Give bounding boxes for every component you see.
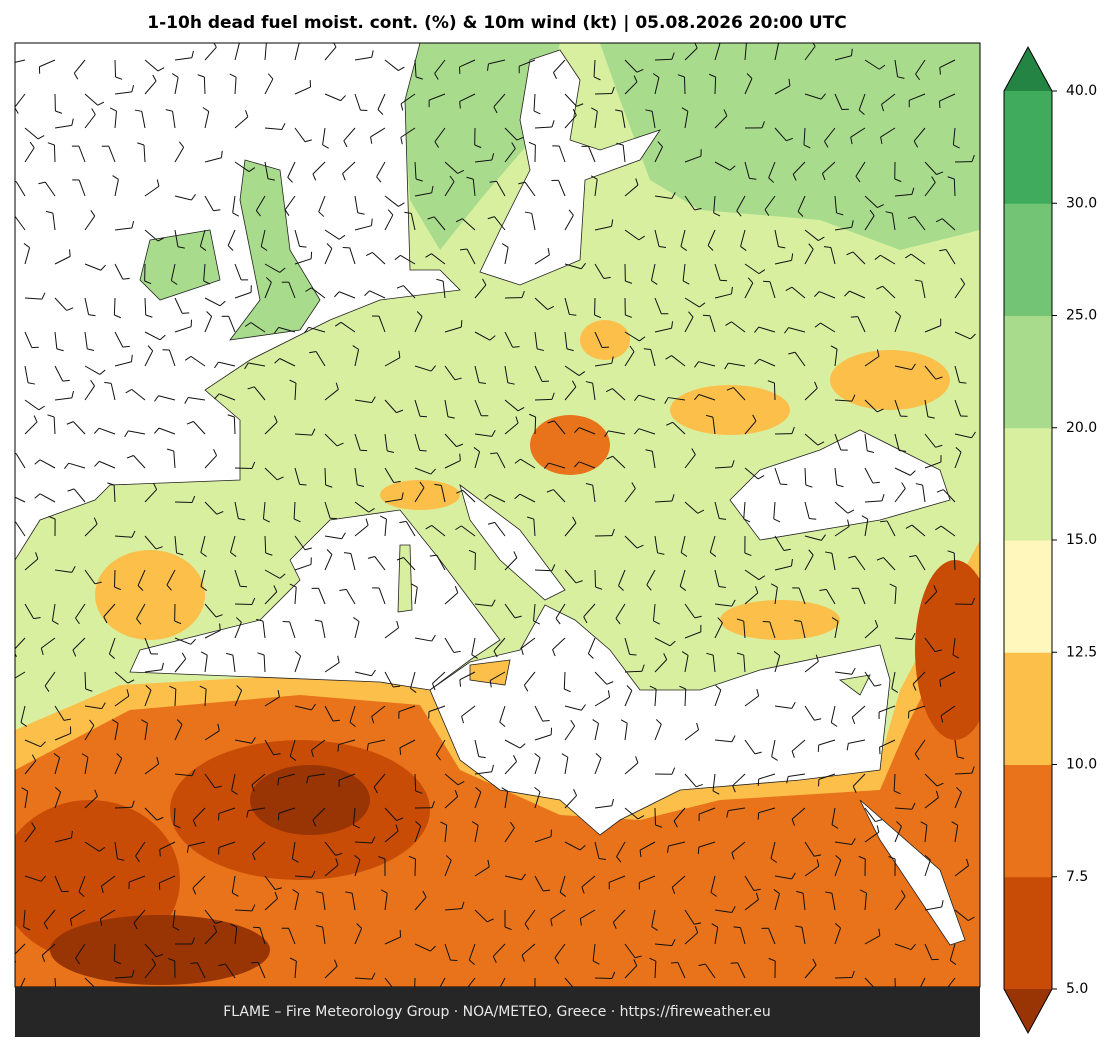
colorbar-segment — [1004, 316, 1052, 429]
footer: FLAME – Fire Meteorology Group · NOA/MET… — [223, 1004, 771, 1020]
colorbar-tick-label: 25.0 — [1066, 308, 1097, 324]
colorbar-tick-label: 10.0 — [1066, 757, 1097, 773]
island — [398, 545, 412, 612]
colorbar-segment — [1004, 203, 1052, 316]
land-dry — [580, 320, 630, 360]
wind-barb — [535, 399, 552, 400]
wind-barb-flag — [460, 101, 461, 108]
land-extreme — [915, 560, 995, 740]
wind-barb — [595, 93, 612, 94]
colorbar-segment — [1004, 428, 1052, 541]
land-dry — [380, 480, 460, 510]
wind-barb-flag — [420, 416, 427, 417]
wind-barb-flag — [731, 963, 738, 964]
wind-barb — [85, 672, 86, 689]
colorbar-tick-label: 30.0 — [1066, 195, 1097, 211]
wind-barb — [684, 77, 685, 94]
colorbar-segment — [1004, 91, 1052, 204]
wind-barb — [234, 417, 235, 434]
land-extreme — [50, 915, 270, 985]
wind-barb — [114, 298, 115, 315]
colorbar-under — [1004, 989, 1052, 1033]
map — [0, 39, 995, 998]
colorbar-tick-label: 40.0 — [1066, 83, 1097, 99]
wind-barb — [564, 672, 565, 689]
wind-barb-flag — [461, 320, 462, 327]
wind-barb-flag — [190, 963, 197, 964]
land-dry — [670, 385, 790, 435]
wind-barb-flag — [758, 813, 759, 820]
colorbar-tick-label: 5.0 — [1066, 981, 1088, 997]
wind-barb-flag — [940, 68, 941, 75]
wind-barb-flag — [338, 745, 339, 752]
wind-barb-flag — [70, 249, 71, 256]
wind-barb — [715, 77, 716, 94]
map-title: 1-10h dead fuel moist. cont. (%) & 10m w… — [147, 13, 846, 33]
wind-barb-flag — [9, 522, 16, 524]
land-dry — [95, 550, 205, 640]
wind-barb — [595, 570, 596, 587]
wind-barb-flag — [8, 216, 15, 218]
colorbar-segment — [1004, 877, 1052, 990]
wind-barb — [114, 944, 115, 961]
wind-barb-flag — [7, 64, 8, 71]
wind-barb-flag — [420, 450, 427, 451]
wind-barb — [535, 417, 536, 434]
wind-barb — [774, 383, 775, 400]
land-dry — [720, 600, 840, 640]
wind-barb-flag — [460, 454, 461, 461]
colorbar: 5.0 7.5 10.0 12.5 15.0 20.0 25.0 30.0 40.0 — [1004, 47, 1097, 1033]
wind-barb — [204, 77, 205, 94]
wind-barb-flag — [543, 720, 550, 721]
wind-barb-flag — [758, 779, 759, 786]
wind-barb — [325, 468, 326, 485]
colorbar-tick-label: 12.5 — [1066, 644, 1097, 660]
colorbar-segment — [1004, 765, 1052, 878]
colorbar-segment — [1004, 652, 1052, 765]
wind-barb-flag — [300, 484, 307, 485]
wind-barb-flag — [630, 654, 637, 655]
colorbar-over — [1004, 47, 1052, 91]
wind-barb-flag — [10, 681, 11, 688]
wind-barb — [415, 774, 416, 791]
wind-barb-flag — [513, 347, 520, 348]
colorbar-segment — [1004, 540, 1052, 653]
wind-barb-flag — [220, 623, 221, 630]
wind-barb-flag — [734, 927, 741, 928]
colorbar-tick-label: 20.0 — [1066, 420, 1097, 436]
wind-barb-flag — [763, 281, 770, 282]
colorbar-tick-label: 7.5 — [1066, 869, 1088, 885]
wind-barb-flag — [253, 927, 260, 928]
wind-barb — [54, 145, 55, 162]
colorbar-tick-label: 15.0 — [1066, 532, 1097, 548]
wind-barb — [954, 179, 955, 196]
wind-barb — [175, 502, 192, 503]
wind-barb — [265, 536, 266, 553]
wind-barb-flag — [460, 680, 461, 687]
wind-barb-flag — [300, 246, 307, 247]
wind-barb-flag — [818, 745, 819, 752]
wind-barb-flag — [5, 495, 10, 500]
wind-barb-flag — [160, 849, 161, 856]
wind-barb — [115, 60, 116, 77]
land-very-dry — [530, 415, 610, 475]
